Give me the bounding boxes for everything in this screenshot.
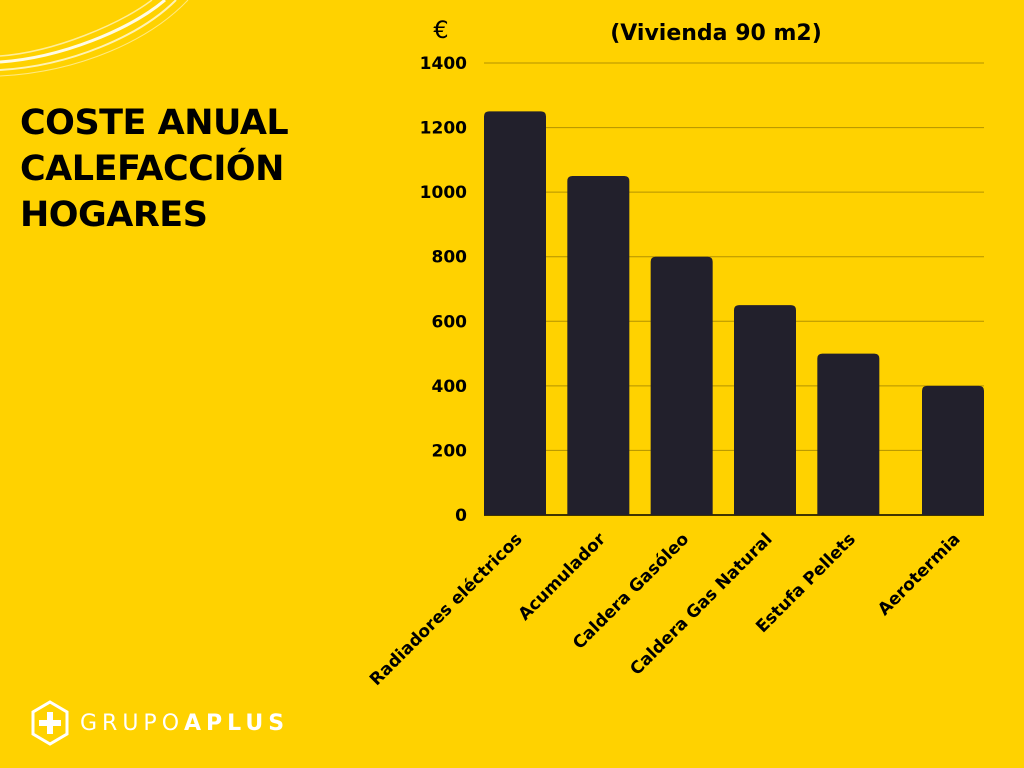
x-tick-label: Aerotermia (874, 529, 964, 619)
logo-text: GRUPOAPLUS (80, 711, 289, 736)
heading-line-2: CALEFACCIÓN (20, 149, 284, 189)
y-tick-label: 600 (432, 312, 468, 332)
plus-logo-icon (31, 700, 69, 746)
y-axis: 0 200 400 600 800 1000 1200 1400 (420, 54, 467, 526)
brand-logo: GRUPOAPLUS (30, 700, 289, 746)
bar-6 (922, 385, 984, 515)
chart-unit-label: € (433, 16, 448, 44)
x-tick-label: Caldera Gas Natural (626, 529, 776, 679)
bar-5 (817, 353, 880, 515)
logo-text-part1: GRUPO (80, 710, 185, 736)
heading-line-1: COSTE ANUAL (20, 103, 289, 143)
bar-4 (734, 305, 796, 515)
x-tick-label: Radiadores eléctricos (366, 529, 527, 690)
page-heading: COSTE ANUAL CALEFACCIÓN HOGARES (20, 100, 360, 238)
logo-text-part2: APLUS (184, 710, 290, 736)
bar-1 (484, 111, 546, 515)
y-tick-label: 1000 (420, 183, 467, 203)
bars (484, 111, 984, 515)
y-tick-label: 800 (432, 248, 468, 268)
y-tick-label: 200 (432, 441, 468, 461)
heading-line-3: HOGARES (20, 195, 208, 235)
y-tick-label: 400 (432, 377, 468, 397)
y-tick-label: 1400 (420, 54, 467, 74)
x-tick-label: Acumulador (515, 529, 611, 625)
y-tick-label: 0 (455, 506, 467, 526)
bar-2 (567, 176, 630, 515)
bar-3 (650, 256, 713, 515)
y-tick-label: 1200 (420, 119, 467, 139)
chart-title: (Vivienda 90 m2) (610, 21, 822, 46)
